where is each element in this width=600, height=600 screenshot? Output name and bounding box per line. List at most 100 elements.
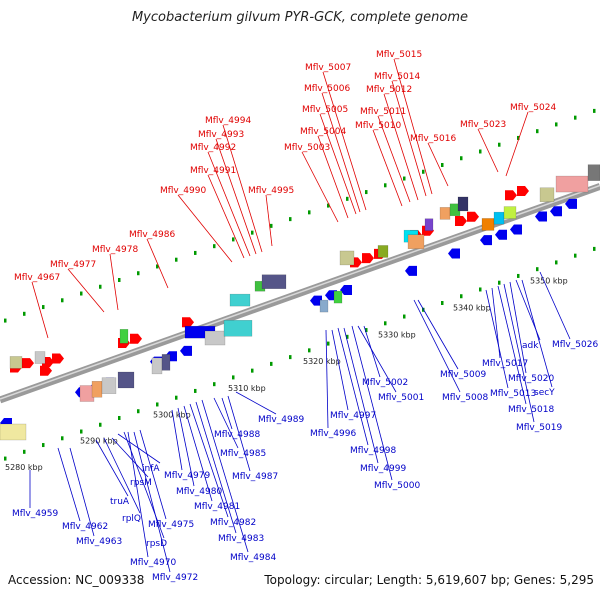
outer-top-tick (175, 257, 178, 262)
gene-label-above: Mflv_4995 (248, 186, 294, 196)
outer-bottom-tick (137, 409, 140, 414)
outer-top-tick (213, 244, 216, 249)
forward-gene-arrow (455, 216, 467, 227)
label-leader-line (127, 431, 149, 558)
gene-block (493, 211, 505, 225)
gene-label-above: Mflv_5005 (302, 105, 348, 115)
label-leader-line (171, 409, 183, 471)
outer-bottom-tick (479, 287, 482, 292)
label-leader-line (427, 142, 449, 187)
forward-gene-arrow (40, 365, 52, 376)
outer-bottom-tick (194, 388, 197, 393)
label-leader-line (503, 283, 535, 423)
label-leader-line (109, 253, 119, 311)
label-leader-line (477, 128, 499, 173)
gene-block (9, 356, 23, 369)
label-leader-line (177, 194, 233, 263)
label-leader-line (331, 329, 349, 411)
label-leader-line (497, 285, 527, 405)
label-leader-line (177, 407, 195, 487)
reverse-gene-arrow (405, 265, 417, 276)
gene-label-above: Mflv_5004 (300, 127, 346, 137)
gene-label-below: Mflv_4998 (350, 446, 396, 456)
gene-block (319, 299, 329, 313)
outer-top-tick (517, 135, 520, 140)
kbp-tick-label: 5320 kbp (303, 357, 341, 366)
outer-top-tick (137, 271, 140, 276)
forward-gene-arrow (182, 317, 194, 328)
outer-top-tick (61, 298, 64, 303)
label-leader-line (325, 329, 329, 429)
gene-label-above: Mflv_5010 (355, 121, 401, 131)
gene-label-above: Mflv_4977 (50, 260, 96, 270)
gene-block (457, 196, 469, 212)
gene-label-above: Mflv_5015 (376, 50, 422, 60)
gene-block (34, 351, 46, 364)
outer-top-tick (251, 230, 254, 235)
reverse-gene-arrow (550, 206, 562, 217)
gene-block (377, 245, 389, 258)
gene-block (91, 380, 103, 398)
gene-label-below: Mflv_5001 (378, 393, 424, 403)
label-leader-line (222, 124, 263, 253)
outer-top-tick (403, 176, 406, 181)
outer-top-tick (4, 318, 7, 323)
label-leader-line (413, 299, 461, 393)
gene-label-above: Mflv_5011 (360, 107, 406, 117)
outer-top-tick (118, 277, 121, 282)
gene-label-below: Mflv_4975 (148, 520, 194, 530)
gene-block (161, 354, 171, 371)
label-leader-line (372, 129, 403, 207)
gene-label-below: rpsM (130, 478, 152, 488)
label-leader-line (509, 281, 527, 374)
gene-label-above: Mflv_5003 (284, 143, 330, 153)
gene-label-below: Mflv_5000 (374, 481, 420, 491)
gene-label-below: Mflv_4972 (152, 573, 198, 583)
label-leader-line (139, 429, 167, 520)
gene-label-below: Mflv_5002 (362, 378, 408, 388)
label-leader-line (95, 439, 129, 497)
label-leader-line (357, 325, 397, 393)
outer-top-tick (23, 311, 26, 316)
gene-label-below: Mflv_4962 (62, 522, 108, 532)
gene-block (339, 250, 355, 266)
gene-label-below: Mflv_4997 (330, 411, 376, 421)
outer-bottom-tick (289, 355, 292, 360)
gene-block (503, 206, 517, 219)
gene-block (204, 330, 226, 346)
gene-label-above: Mflv_4990 (160, 186, 206, 196)
gene-label-below: adk (522, 341, 539, 351)
outer-bottom-tick (232, 375, 235, 380)
label-leader-line (195, 401, 237, 534)
outer-top-tick (479, 149, 482, 154)
label-leader-line (377, 115, 411, 203)
outer-top-tick (42, 305, 45, 310)
outer-top-tick (460, 156, 463, 161)
outer-top-tick (346, 196, 349, 201)
gene-label-below: Mflv_4979 (164, 471, 210, 481)
label-leader-line (69, 447, 95, 537)
outer-top-tick (422, 169, 425, 174)
gene-label-above: Mflv_5007 (305, 63, 351, 73)
forward-gene-arrow (22, 358, 34, 369)
label-leader-line (351, 325, 393, 481)
label-leader-line (67, 268, 105, 313)
forward-gene-arrow (517, 185, 529, 196)
label-leader-line (391, 80, 427, 197)
label-leader-line (146, 238, 169, 289)
label-leader-line (133, 431, 171, 573)
gene-label-below: rplQ (122, 514, 141, 524)
kbp-tick-label: 5350 kbp (530, 276, 568, 285)
gene-label-below: truA (110, 497, 130, 507)
label-leader-line (319, 113, 357, 215)
outer-bottom-tick (42, 443, 45, 448)
label-leader-line (117, 433, 161, 464)
label-leader-line (111, 437, 149, 478)
gene-label-below: Mflv_5026 (552, 340, 598, 350)
gene-label-above: Mflv_4991 (190, 166, 236, 176)
outer-top-tick (574, 115, 577, 120)
gene-label-above: Mflv_5012 (366, 85, 412, 95)
gene-label-below: Mflv_4985 (220, 449, 266, 459)
